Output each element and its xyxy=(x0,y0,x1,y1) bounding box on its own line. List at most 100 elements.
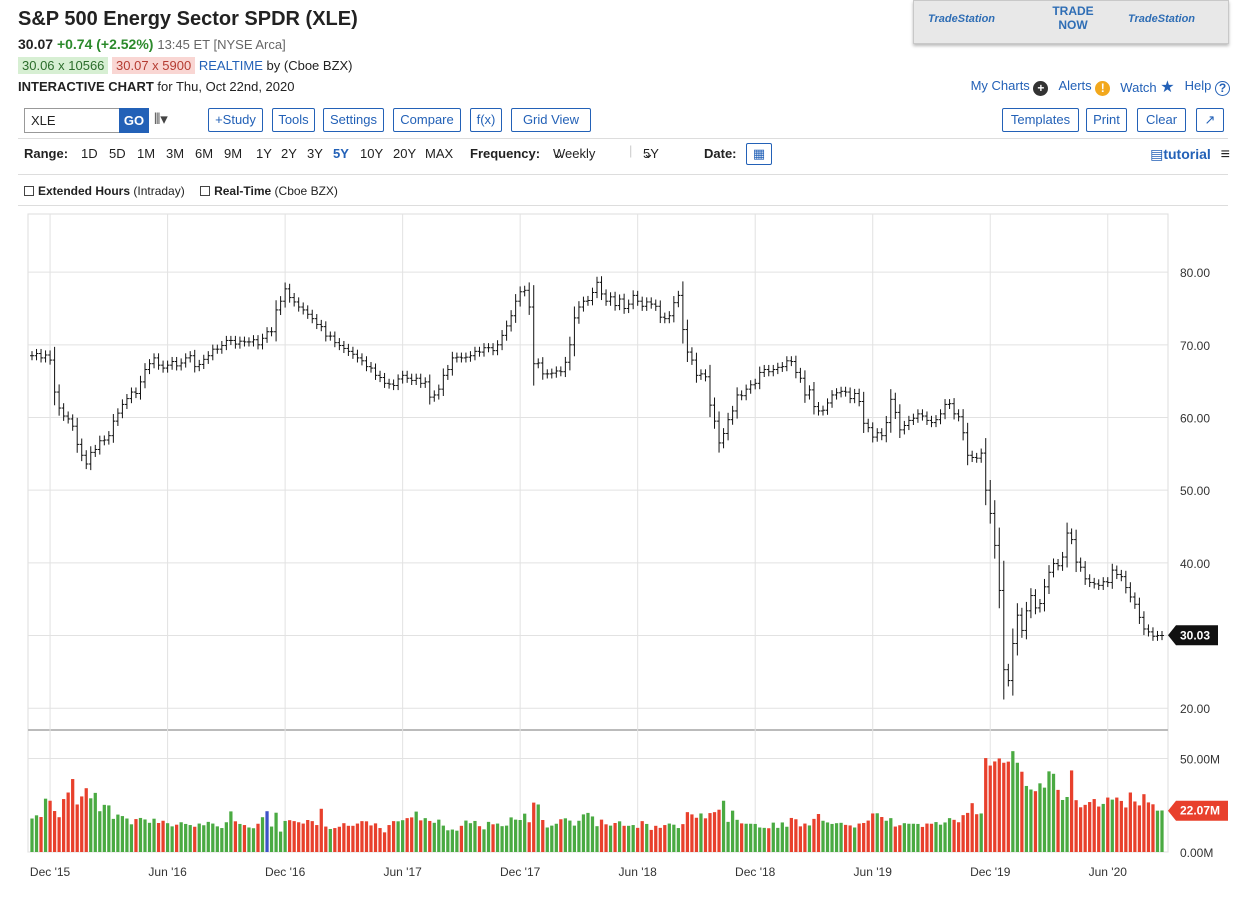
bar-type-icon[interactable]: ⫴▾ xyxy=(154,111,168,128)
trade-now-label[interactable]: TRADE NOW xyxy=(1052,4,1094,32)
alerts-link[interactable]: Alerts ! xyxy=(1058,78,1111,96)
volume-bar xyxy=(224,822,228,852)
volume-bar xyxy=(301,823,305,852)
range-divider xyxy=(18,174,1228,175)
tools-button[interactable]: Tools xyxy=(272,108,315,132)
volume-bar xyxy=(676,828,680,852)
range-1y[interactable]: 1Y xyxy=(256,146,272,161)
watch-link[interactable]: Watch ★ xyxy=(1120,77,1174,97)
volume-bar xyxy=(527,822,531,852)
ohlc-bar xyxy=(450,351,455,376)
range-1d[interactable]: 1D xyxy=(81,146,98,161)
volume-bar xyxy=(595,826,599,852)
ohlc-bar xyxy=(147,359,152,375)
price-chart[interactable]: 20.0030.0040.0050.0060.0070.0080.000.00M… xyxy=(0,206,1246,912)
time-tick-label: Jun '16 xyxy=(148,865,187,879)
ohlc-bar xyxy=(961,409,966,441)
ohlc-bar xyxy=(640,296,645,311)
ohlc-bar xyxy=(676,290,681,308)
ohlc-bar xyxy=(170,356,175,370)
range-max[interactable]: MAX xyxy=(425,146,454,161)
quote-time: 13:45 ET [NYSE Arca] xyxy=(157,37,286,52)
range-5d[interactable]: 5D xyxy=(109,146,126,161)
ohlc-bar xyxy=(477,346,482,357)
range-3y[interactable]: 3Y xyxy=(307,146,323,161)
templates-button[interactable]: Templates xyxy=(1002,108,1079,132)
volume-bar xyxy=(52,811,57,852)
ohlc-bar xyxy=(61,403,66,421)
volume-bar xyxy=(473,820,477,852)
ohlc-bar xyxy=(1001,560,1006,700)
volume-bar xyxy=(970,803,974,852)
clear-button[interactable]: Clear xyxy=(1137,108,1186,132)
ohlc-bar xyxy=(821,405,825,416)
menu-icon[interactable]: ≡ xyxy=(1220,146,1230,163)
settings-button[interactable]: Settings xyxy=(323,108,384,132)
volume-bar xyxy=(536,804,540,852)
volume-bar xyxy=(269,826,274,852)
volume-bar xyxy=(947,818,952,852)
my-charts-link[interactable]: My Charts + xyxy=(971,78,1049,96)
volume-bar xyxy=(1015,762,1019,852)
volume-bar xyxy=(993,761,997,852)
range-10y[interactable]: 10Y xyxy=(360,146,384,161)
ohlc-bar xyxy=(531,285,536,386)
ohlc-bar xyxy=(947,399,952,409)
tradestation-ad[interactable]: TradeStation TRADE NOW TradeStation xyxy=(913,0,1229,44)
expand-icon[interactable]: ↗ xyxy=(1196,108,1224,132)
range-1m[interactable]: 1M xyxy=(137,146,156,161)
volume-bar xyxy=(197,823,201,852)
range-2y[interactable]: 2Y xyxy=(281,146,297,161)
grid-view-button[interactable]: Grid View xyxy=(511,108,591,132)
realtime-link[interactable]: REALTIME xyxy=(198,58,263,73)
ohlc-bar xyxy=(780,362,785,372)
volume-bar xyxy=(333,828,337,852)
volume-bar xyxy=(274,812,278,852)
ohlc-bar xyxy=(988,479,993,524)
volume-bar xyxy=(1056,789,1060,852)
extended-hours-checkbox[interactable]: Extended Hours (Intraday) xyxy=(24,184,185,198)
time-tick-label: Jun '18 xyxy=(619,865,658,879)
ohlc-bar xyxy=(88,446,93,471)
ohlc-bar xyxy=(495,340,500,356)
symbol-input[interactable]: XLE xyxy=(24,108,120,133)
go-button[interactable]: GO xyxy=(119,108,149,133)
ohlc-bar xyxy=(310,309,315,324)
print-button[interactable]: Print xyxy=(1086,108,1127,132)
volume-bar xyxy=(898,825,902,852)
ohlc-bar xyxy=(1110,563,1115,589)
ohlc-bar xyxy=(30,351,34,361)
tutorial-link[interactable]: ▤tutorial ≡ xyxy=(1150,146,1230,164)
plot-area xyxy=(27,213,1169,853)
ohlc-bar xyxy=(735,387,740,419)
calendar-icon[interactable]: ▦ xyxy=(746,143,772,165)
film-icon: ▤ xyxy=(1150,146,1164,162)
ohlc-bar xyxy=(346,343,351,356)
compare-button[interactable]: Compare xyxy=(393,108,461,132)
range-5y[interactable]: 5Y xyxy=(333,146,349,161)
ohlc-bar xyxy=(558,366,563,377)
ohlc-bar xyxy=(1114,565,1119,580)
volume-bar xyxy=(663,825,667,852)
study-button[interactable]: +Study xyxy=(208,108,263,132)
quote-line: 30.07 +0.74 (+2.52%) 13:45 ET [NYSE Arca… xyxy=(18,36,286,52)
realtime-checkbox[interactable]: Real-Time (Cboe BZX) xyxy=(200,184,338,198)
volume-bar xyxy=(559,819,563,852)
ohlc-bar xyxy=(400,370,405,384)
volume-bar xyxy=(730,810,735,852)
ohlc-bar xyxy=(753,378,758,390)
help-link[interactable]: Help ? xyxy=(1185,78,1230,96)
ohlc-bar xyxy=(468,351,473,362)
range-6m[interactable]: 6M xyxy=(195,146,214,161)
ohlc-bar xyxy=(875,428,880,442)
volume-bar xyxy=(278,831,283,852)
range-9m[interactable]: 9M xyxy=(224,146,243,161)
volume-bar xyxy=(125,818,129,852)
volume-bar xyxy=(862,823,866,852)
ohlc-bar xyxy=(857,388,862,407)
volume-bar xyxy=(830,823,834,852)
fx-button[interactable]: f(x) xyxy=(470,108,502,132)
range-20y[interactable]: 20Y xyxy=(393,146,417,161)
range-3m[interactable]: 3M xyxy=(166,146,185,161)
ohlc-bar xyxy=(811,381,816,415)
